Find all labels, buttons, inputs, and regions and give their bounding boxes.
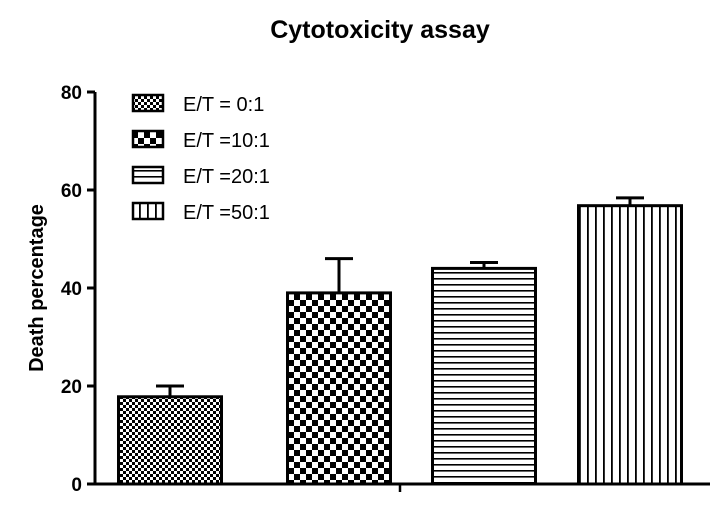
y-tick-label: 0 (71, 475, 82, 496)
legend-label: E/T =50:1 (183, 202, 270, 224)
bar (431, 266, 537, 486)
bar (117, 395, 223, 486)
legend-swatch (131, 129, 165, 149)
chart-title: Cytotoxicity assay (270, 16, 490, 44)
legend-label: E/T =20:1 (183, 166, 270, 188)
y-tick-label: 40 (61, 279, 82, 300)
y-tick-label: 60 (61, 181, 82, 202)
legend-swatch (131, 165, 165, 185)
legend-label: E/T =10:1 (183, 130, 270, 152)
legend-swatch (131, 201, 165, 221)
bar (286, 291, 392, 486)
legend-label: E/T = 0:1 (183, 94, 264, 116)
bar (577, 204, 683, 486)
y-axis-label: Death percentage (26, 204, 48, 372)
legend: E/T = 0:1 E/T =10:1 E/T =20:1 E/T =50:1 (131, 93, 270, 224)
y-tick-label: 80 (61, 83, 82, 104)
legend-swatch (131, 93, 165, 113)
bars (117, 196, 683, 486)
y-tick-label: 20 (61, 377, 82, 398)
